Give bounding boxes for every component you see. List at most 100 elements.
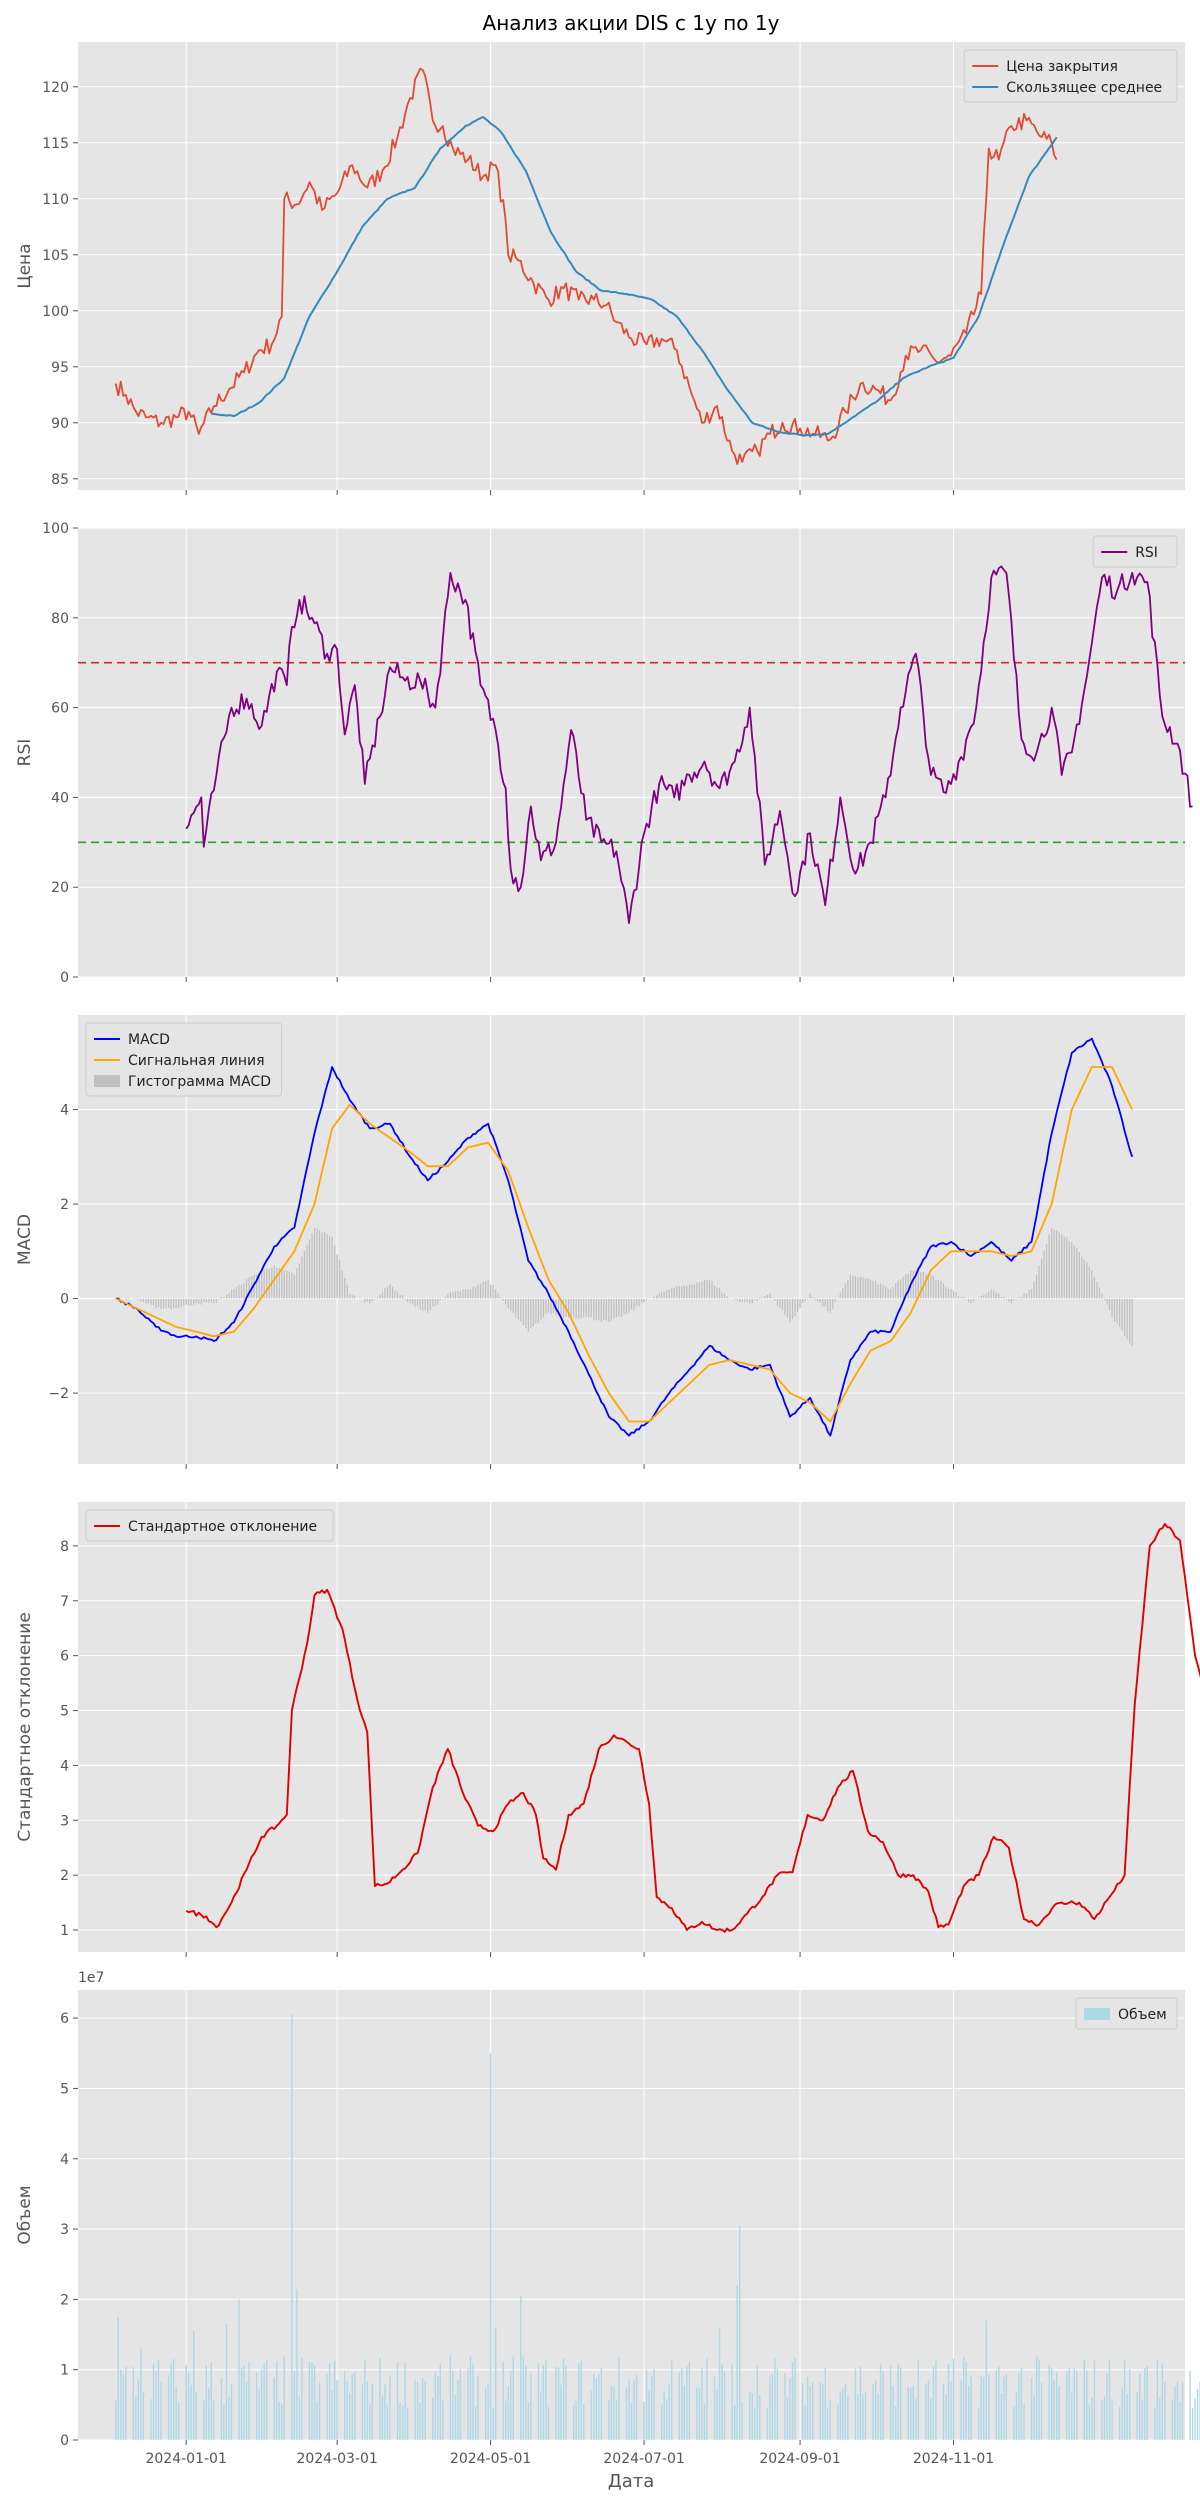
macd-hist-bar	[658, 1293, 660, 1299]
volume-bar	[915, 2398, 917, 2440]
macd-hist-bar	[512, 1298, 514, 1314]
volume-bar	[794, 2357, 796, 2440]
y-axis-label: Цена	[15, 243, 35, 288]
volume-bar	[756, 2365, 758, 2440]
volume-bar	[120, 2369, 122, 2440]
volume-bar	[1091, 2397, 1093, 2440]
macd-hist-bar	[532, 1298, 535, 1327]
macd-hist-bar	[925, 1274, 927, 1299]
macd-hist-bar	[1126, 1298, 1128, 1340]
volume-bar	[947, 2364, 950, 2440]
volume-bar	[736, 2285, 738, 2440]
macd-hist-bar	[696, 1282, 698, 1299]
volume-bar	[1171, 2400, 1174, 2440]
volume-bar	[877, 2393, 879, 2440]
macd-hist-bar	[140, 1298, 142, 1302]
macd-hist-bar	[183, 1298, 185, 1306]
macd-hist-bar	[306, 1244, 308, 1299]
macd-hist-bar	[864, 1278, 867, 1299]
y-tick-label: 120	[42, 80, 69, 96]
volume-bar	[313, 2365, 316, 2440]
volume-bar	[575, 2400, 577, 2440]
macd-hist-bar	[540, 1298, 542, 1320]
macd-hist-bar	[688, 1284, 690, 1299]
volume-bar	[930, 2398, 932, 2440]
macd-hist-bar	[1088, 1266, 1091, 1299]
y-tick-label: 1	[60, 2363, 69, 2379]
y-tick-label: 2	[60, 1868, 69, 1884]
macd-hist-bar	[447, 1293, 449, 1299]
y-tick-label: 6	[60, 1649, 69, 1665]
macd-hist-bar	[764, 1295, 766, 1299]
macd-hist-bar	[557, 1298, 560, 1316]
macd-hist-bar	[389, 1284, 391, 1299]
y-tick-label: 6	[60, 2011, 69, 2027]
volume-bar	[879, 2363, 882, 2440]
macd-hist-bar	[550, 1298, 552, 1315]
macd-hist-bar	[1056, 1230, 1058, 1299]
macd-hist-bar	[520, 1298, 522, 1322]
volume-bar	[452, 2370, 454, 2440]
y-tick-label: 5	[60, 1704, 69, 1720]
volume-bar	[167, 2375, 170, 2440]
volume-bar	[349, 2393, 351, 2440]
legend-label: Объем	[1118, 2007, 1167, 2023]
volume-bar	[1161, 2364, 1164, 2440]
macd-hist-bar	[749, 1298, 751, 1304]
legend-label: Скользящее среднее	[1006, 80, 1162, 96]
macd-hist-bar	[1066, 1237, 1068, 1299]
macd-hist-bar	[796, 1298, 799, 1312]
macd-hist-bar	[213, 1298, 215, 1304]
volume-bar	[635, 2374, 638, 2440]
macd-hist-bar	[829, 1298, 831, 1313]
volume-bar	[663, 2391, 665, 2440]
y-axis-label: MACD	[15, 1214, 35, 1265]
volume-bar	[960, 2379, 962, 2440]
volume-bar	[615, 2400, 618, 2440]
volume-bar	[1103, 2396, 1106, 2440]
panel-volume: 0 1 2 3 4 5 6 2024-01-01 2024-03-01 2024-05-01 202…	[15, 1970, 1200, 2467]
volume-bar	[459, 2368, 462, 2440]
macd-hist-bar	[457, 1290, 459, 1299]
legend-label: Цена закрытия	[1006, 59, 1118, 75]
volume-bar	[678, 2372, 680, 2440]
macd-hist-bar	[344, 1278, 346, 1299]
volume-bar	[1139, 2373, 1141, 2440]
volume-bar	[577, 2363, 580, 2440]
macd-hist-bar	[1043, 1250, 1045, 1299]
volume-bar	[1003, 2376, 1005, 2440]
volume-bar	[346, 2381, 348, 2440]
volume-bar	[1083, 2359, 1086, 2440]
macd-hist-bar	[998, 1293, 1000, 1299]
macd-hist-bar	[351, 1294, 353, 1299]
volume-bar	[193, 2331, 195, 2440]
volume-bar	[560, 2384, 562, 2440]
volume-bar	[137, 2379, 140, 2440]
volume-bar	[245, 2381, 248, 2440]
macd-hist-bar	[995, 1292, 997, 1299]
macd-hist-bar	[882, 1285, 884, 1299]
volume-bar	[1048, 2364, 1050, 2440]
volume-bar	[545, 2360, 547, 2440]
volume-bar	[331, 2390, 333, 2440]
macd-hist-bar	[376, 1297, 379, 1299]
macd-hist-bar	[718, 1288, 721, 1299]
volume-bar	[258, 2388, 260, 2440]
volume-bar	[379, 2357, 381, 2440]
volume-bar	[988, 2374, 990, 2440]
macd-hist-bar	[253, 1274, 255, 1299]
y-tick-label: 2	[60, 1197, 69, 1213]
macd-line	[115, 1037, 1134, 1437]
volume-bar	[190, 2384, 192, 2440]
volume-bar	[1111, 2399, 1113, 2440]
macd-hist-bar	[1045, 1244, 1048, 1299]
close-price-line	[114, 67, 1058, 465]
volume-bar	[283, 2356, 285, 2440]
macd-hist-bar	[167, 1298, 170, 1308]
macd-hist-bar	[1096, 1281, 1098, 1299]
volume-bar	[557, 2367, 560, 2440]
macd-hist-bar	[1106, 1298, 1108, 1305]
macd-hist-bar	[301, 1256, 303, 1299]
y-tick-label: 1	[60, 1923, 69, 1939]
volume-bar	[1156, 2359, 1159, 2440]
